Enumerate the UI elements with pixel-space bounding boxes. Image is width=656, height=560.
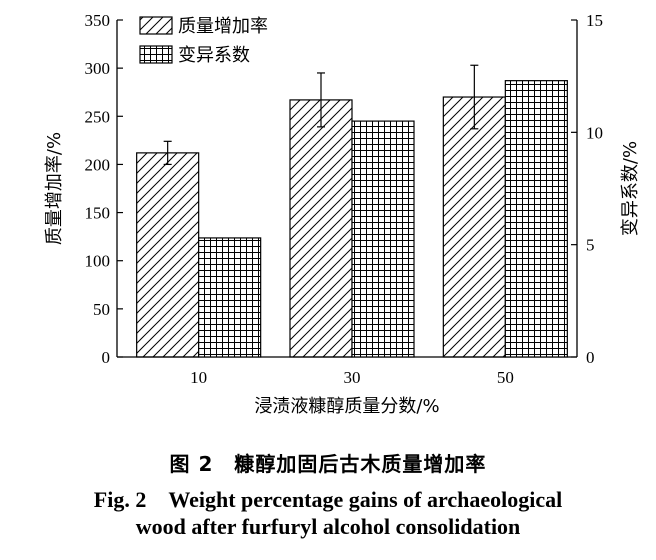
y-tick-label: 0: [102, 348, 111, 367]
bar-coefficient-variation: [351, 120, 415, 358]
figure-caption-cn: 图 2 糠醇加固后古木质量增加率: [169, 452, 487, 476]
figure-caption-en-line1: Fig. 2 Weight percentage gains of archae…: [93, 487, 563, 512]
y2-axis-title: 变异系数/%: [620, 141, 641, 236]
legend-label-weight-gain: 质量增加率: [178, 16, 268, 37]
y-tick-label: 150: [85, 204, 111, 223]
y2-tick-label: 10: [586, 123, 603, 142]
y-tick-label: 250: [85, 107, 111, 126]
y-axis-title: 质量增加率/%: [44, 132, 65, 245]
y-tick-label: 200: [85, 155, 111, 174]
legend-swatch-weight-gain: [139, 16, 173, 35]
figure-caption-en-line2: wood after furfuryl alcohol consolidatio…: [135, 514, 521, 539]
y2-tick-label: 15: [586, 11, 603, 30]
legend-label-coefficient-variation: 变异系数: [178, 45, 250, 66]
bar-coefficient-variation: [198, 237, 262, 358]
x-tick-label: 10: [190, 368, 207, 387]
bar-chart: 0 50 100 150 200 250 300 350 0 5 10 15 10 30 50 质量增加率变异…: [44, 11, 641, 417]
y-tick-label: 50: [93, 300, 110, 319]
x-tick-label: 50: [497, 368, 514, 387]
bar-weight-gain: [136, 152, 200, 358]
x-axis-title: 浸渍液糠醇质量分数/%: [254, 395, 439, 417]
y2-tick-label: 5: [586, 236, 595, 255]
y-tick-label: 300: [85, 59, 111, 78]
bar-weight-gain: [289, 99, 353, 358]
y-tick-label: 350: [85, 11, 111, 30]
x-tick-label: 30: [344, 368, 361, 387]
bar-weight-gain: [442, 96, 506, 358]
legend-swatch-coefficient-variation: [139, 45, 173, 64]
y2-tick-label: 0: [586, 348, 595, 367]
bar-coefficient-variation: [504, 80, 568, 358]
y-tick-label: 100: [85, 252, 111, 271]
